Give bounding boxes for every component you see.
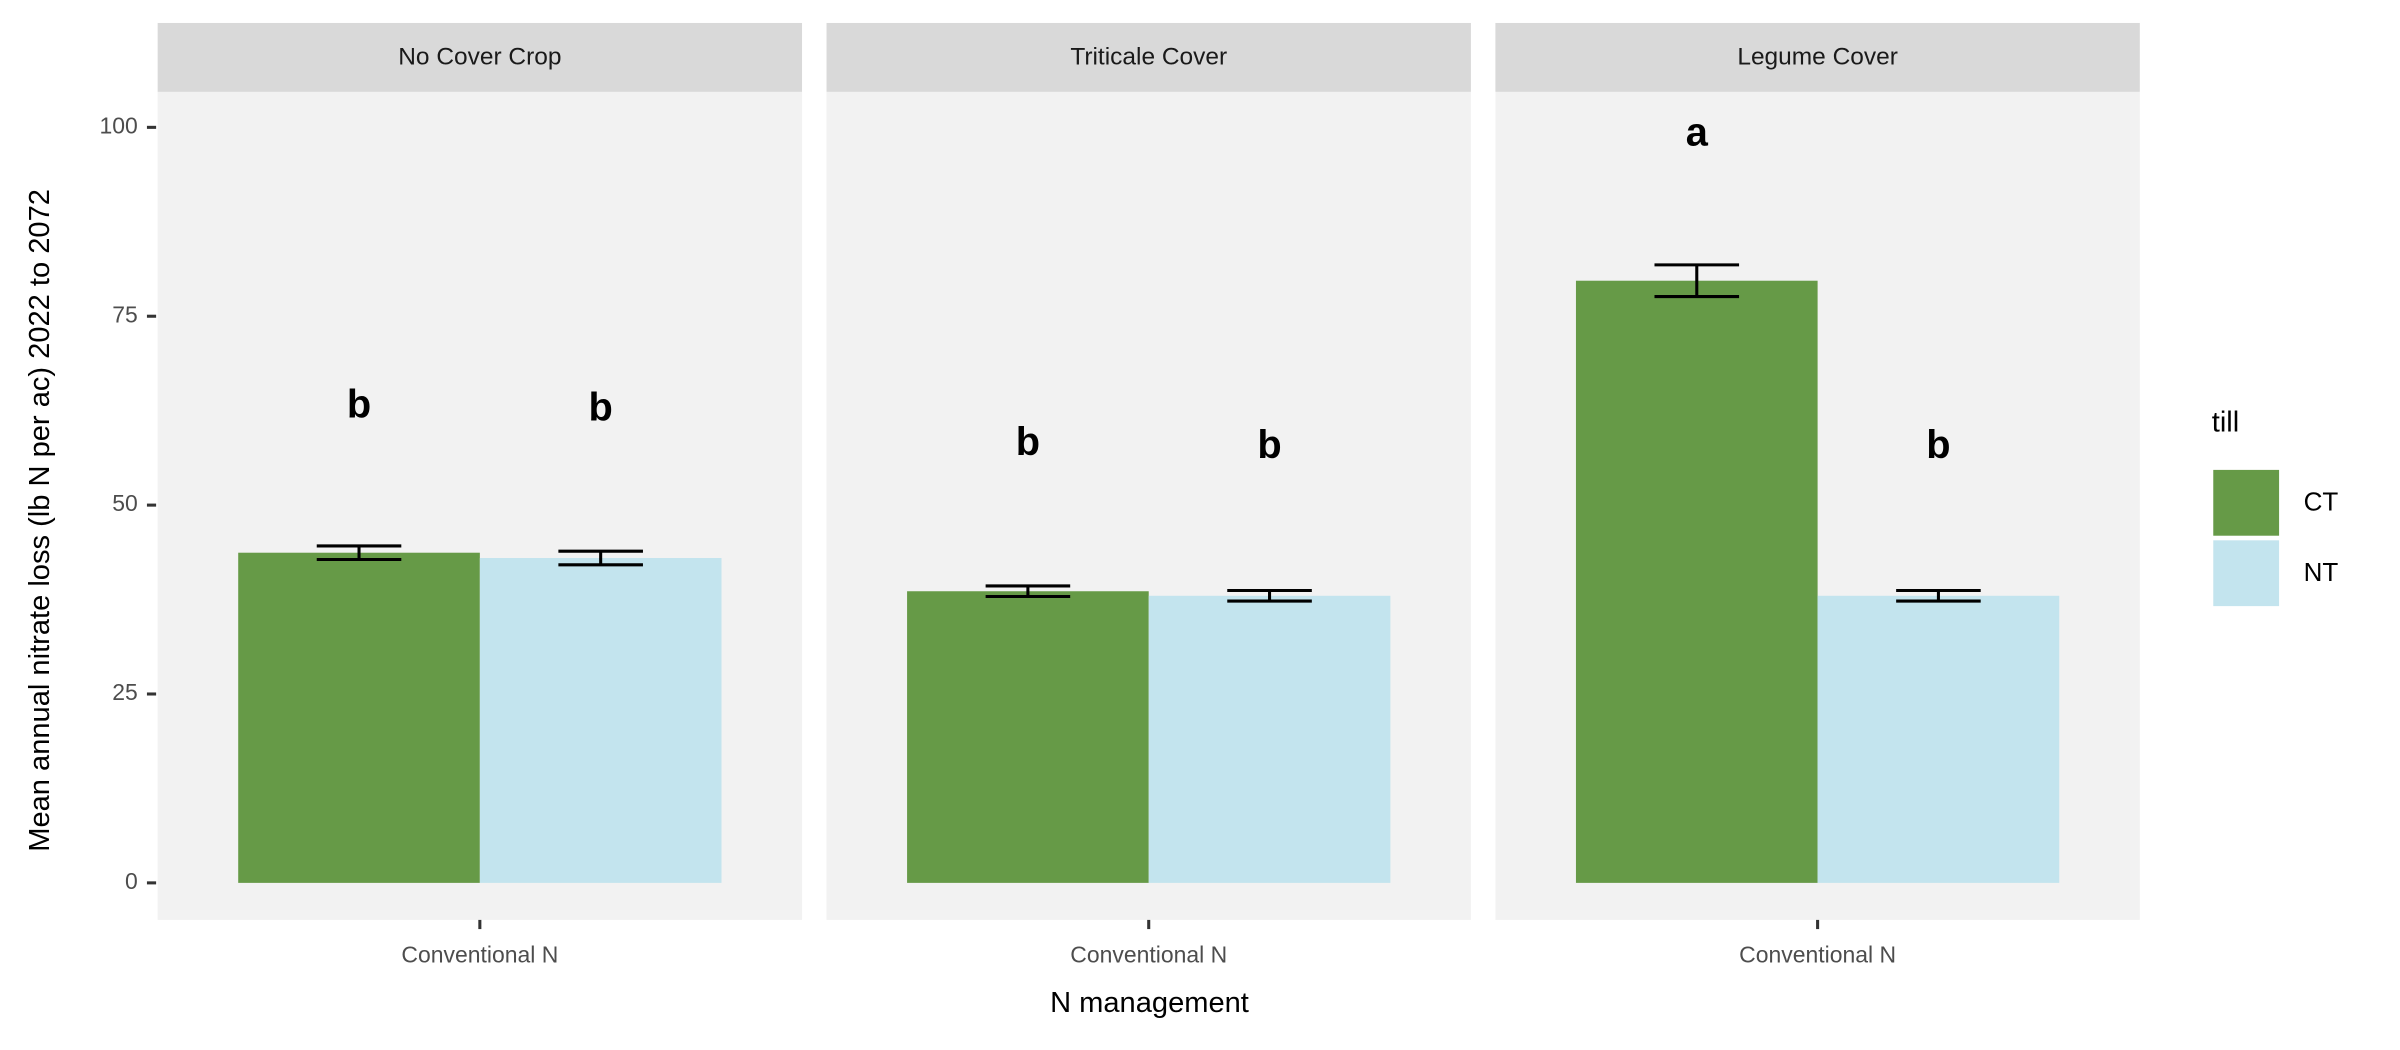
strip: [157, 22, 803, 92]
significance-letter: b: [347, 382, 371, 426]
bar: [1148, 595, 1391, 883]
bar: [1575, 280, 1818, 883]
bar: [479, 557, 722, 883]
x-tick-label: Conventional N: [1070, 942, 1227, 968]
legend-title: till: [2212, 407, 2239, 439]
error-bar: [316, 544, 402, 562]
y-tick-label: 100: [99, 112, 137, 138]
error-bar: [558, 549, 643, 567]
y-tick-label: 75: [112, 301, 138, 327]
significance-letter: b: [589, 385, 613, 429]
significance-letter: b: [1257, 423, 1281, 467]
bar: [1817, 595, 2060, 883]
y-tick-label: 25: [112, 679, 138, 705]
strip: [1495, 22, 2140, 92]
bar: [238, 552, 480, 883]
significance-letter: b: [1926, 423, 1950, 467]
legend-key: [2210, 466, 2283, 539]
x-axis-title: N management: [1050, 987, 1249, 1019]
strip-label: No Cover Crop: [398, 44, 561, 71]
error-bar: [985, 584, 1071, 599]
error-bar: [1896, 588, 1981, 603]
strip-label: Legume Cover: [1737, 44, 1898, 71]
strip-label: Triticale Cover: [1070, 44, 1227, 71]
y-tick-label: 0: [125, 868, 138, 894]
y-axis-title: Mean annual nitrate loss (lb N per ac) 2…: [24, 189, 56, 852]
y-tick-label: 50: [112, 490, 138, 516]
legend-label: NT: [2304, 557, 2339, 587]
strip: [826, 22, 1471, 92]
legend-key: [2210, 537, 2283, 610]
significance-letter: b: [1016, 420, 1040, 464]
error-bar: [1654, 263, 1740, 299]
error-bar: [1227, 588, 1312, 603]
legend-label: CT: [2304, 486, 2339, 516]
x-tick-label: Conventional N: [401, 942, 558, 968]
x-tick-label: Conventional N: [1739, 942, 1896, 968]
significance-letter: a: [1686, 110, 1709, 154]
bar: [907, 591, 1149, 883]
